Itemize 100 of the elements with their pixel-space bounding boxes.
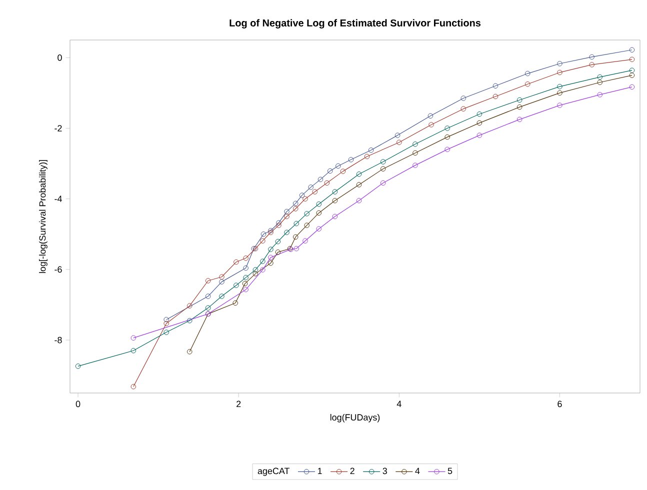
point: [597, 74, 602, 80]
point: [292, 200, 298, 206]
point: [242, 280, 248, 286]
point: [316, 210, 322, 216]
point: [294, 220, 300, 226]
x-axis-title: log(FUDays): [330, 414, 380, 422]
legend-title: ageCAT: [258, 468, 290, 476]
point: [380, 180, 386, 186]
point: [316, 202, 322, 207]
point: [260, 267, 266, 272]
point: [276, 222, 282, 228]
point: [284, 214, 290, 220]
y-tick-label: -6: [54, 266, 62, 273]
point: [294, 246, 300, 252]
point: [260, 258, 266, 264]
chart-title: Log of Negative Log of Estimated Survivor Functions: [230, 19, 481, 29]
point: [368, 147, 374, 153]
point: [356, 182, 362, 188]
point: [302, 196, 308, 202]
legend-label: 1: [318, 468, 322, 474]
point: [476, 132, 482, 138]
point: [186, 318, 192, 324]
point: [364, 154, 370, 160]
point: [268, 260, 274, 266]
point: [589, 54, 594, 60]
legend-label: 5: [448, 468, 452, 474]
point: [444, 146, 450, 152]
legend-label: 2: [350, 468, 354, 474]
point: [557, 61, 562, 66]
point: [516, 97, 522, 103]
point: [268, 254, 274, 260]
point: [284, 208, 290, 214]
point: [186, 303, 192, 308]
point: [318, 176, 324, 182]
point: [412, 150, 418, 156]
point: [444, 126, 450, 131]
y-tick-label: 0: [58, 54, 62, 61]
point: [260, 238, 266, 244]
point: [130, 348, 136, 354]
point: [428, 113, 434, 119]
point: [557, 84, 562, 90]
point: [260, 232, 266, 237]
x-tick-label: 4: [396, 400, 402, 407]
point: [205, 278, 211, 284]
point: [219, 294, 224, 299]
y-tick-label: -8: [54, 336, 62, 344]
point: [336, 163, 341, 169]
point: [332, 198, 338, 204]
point: [284, 230, 290, 236]
legend-label: 3: [382, 468, 387, 474]
point: [589, 62, 594, 68]
point: [476, 120, 482, 126]
point: [312, 189, 318, 194]
legend-label: 4: [415, 468, 420, 474]
point: [412, 162, 418, 168]
point: [394, 132, 400, 138]
point: [356, 198, 362, 204]
point: [332, 189, 338, 194]
point: [268, 246, 274, 252]
y-axis-title: log[-log(Survival Probability)]: [39, 160, 48, 273]
point: [316, 226, 322, 232]
point: [324, 180, 330, 186]
y-tick-label: -2: [54, 125, 62, 132]
x-tick-label: 0: [76, 400, 80, 408]
point: [348, 157, 354, 162]
point: [516, 104, 522, 110]
point: [205, 294, 211, 299]
x-tick-label: 2: [236, 400, 241, 408]
point: [356, 171, 362, 177]
point: [164, 330, 169, 335]
point: [476, 111, 482, 117]
point: [492, 83, 498, 89]
point: [304, 222, 310, 228]
point: [232, 300, 238, 306]
point: [557, 90, 562, 96]
point: [304, 211, 310, 216]
point: [292, 234, 298, 240]
point: [234, 282, 239, 288]
point: [380, 166, 386, 172]
point: [332, 214, 338, 220]
point: [302, 238, 308, 244]
point: [412, 141, 418, 147]
point: [524, 70, 530, 76]
point: [243, 265, 248, 271]
point: [243, 256, 248, 261]
point: [234, 259, 239, 265]
point: [428, 122, 434, 128]
point: [516, 116, 522, 122]
point: [396, 140, 402, 146]
point: [164, 320, 169, 326]
point: [492, 94, 498, 100]
point: [299, 192, 305, 198]
x-tick-label: 6: [558, 400, 562, 408]
point: [460, 106, 466, 112]
point: [597, 92, 602, 98]
point: [460, 96, 466, 101]
point: [380, 159, 386, 164]
point: [275, 250, 281, 255]
point: [557, 102, 562, 108]
point: [597, 80, 602, 85]
